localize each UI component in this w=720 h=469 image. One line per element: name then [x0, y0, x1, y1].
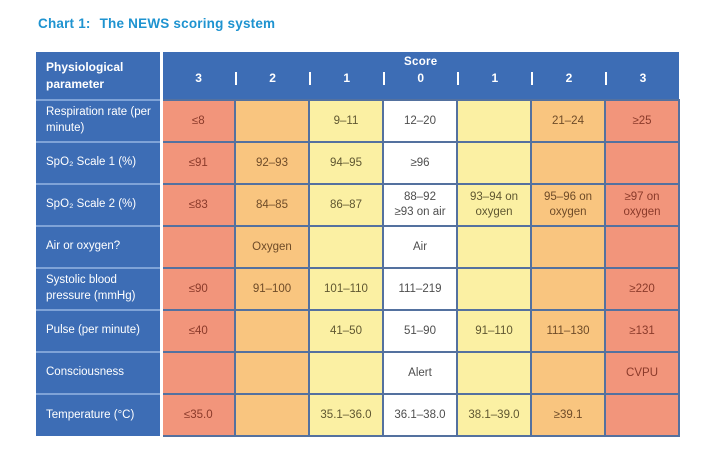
header-row: Physiological parameter Score 3 2 1 0 1 …: [36, 52, 680, 101]
tick-divider: [382, 71, 385, 85]
score-cell: 9–11: [308, 99, 384, 143]
score-cell: 21–24: [530, 99, 606, 143]
score-label: Score: [404, 56, 438, 68]
corner-header: Physiological parameter: [36, 52, 163, 101]
score-cell: [160, 225, 236, 269]
row-label: SpO₂ Scale 1 (%): [36, 142, 163, 185]
score-col-3-left: 3: [195, 71, 202, 85]
score-cell: [234, 351, 310, 395]
score-cell: [234, 309, 310, 353]
score-cell: Alert: [382, 351, 458, 395]
score-cell: [456, 225, 532, 269]
score-cell: 36.1–38.0: [382, 393, 458, 437]
score-cell: 84–85: [234, 183, 310, 227]
score-cell: ≤8: [160, 99, 236, 143]
table-row-spo2-scale-1: SpO₂ Scale 1 (%) ≤91 92–93 94–95 ≥96: [36, 141, 681, 185]
score-cell: Oxygen: [234, 225, 310, 269]
score-cell: ≥96: [382, 141, 458, 185]
news-scoring-table: Physiological parameter Score 3 2 1 0 1 …: [36, 52, 681, 437]
score-cell: [234, 99, 310, 143]
score-cell: [456, 99, 532, 143]
score-cell: Air: [382, 225, 458, 269]
table-row-temperature: Temperature (°C) ≤35.0 35.1–36.0 36.1–38…: [36, 393, 681, 437]
score-cell: [308, 351, 384, 395]
score-cell: [530, 141, 606, 185]
tick-divider: [308, 71, 311, 85]
score-cell: [603, 225, 681, 269]
row-label: Systolic blood pressure (mmHg): [36, 268, 163, 311]
score-cell: 88–92 ≥93 on air: [382, 183, 458, 227]
score-cell: 86–87: [308, 183, 384, 227]
tick-divider: [530, 71, 533, 85]
page-title: Chart 1: The NEWS scoring system: [38, 16, 275, 31]
score-cell: 111–219: [382, 267, 458, 311]
score-cell: ≤91: [160, 141, 236, 185]
tick-divider: [604, 71, 607, 85]
score-cell: 91–110: [456, 309, 532, 353]
score-cell: [456, 351, 532, 395]
score-cell: [234, 393, 310, 437]
score-col-1-right: 1: [491, 71, 499, 85]
score-cell: [603, 141, 681, 185]
score-cell: [530, 225, 606, 269]
score-cell: [308, 225, 384, 269]
score-cell: ≤90: [160, 267, 236, 311]
score-col-0: 0: [417, 71, 425, 85]
score-cell: ≤40: [160, 309, 236, 353]
table-row-pulse: Pulse (per minute) ≤40 41–50 51–90 91–11…: [36, 309, 681, 353]
table-row-systolic-bp: Systolic blood pressure (mmHg) ≤90 91–10…: [36, 267, 681, 311]
table-row-respiration-rate: Respiration rate (per minute) ≤8 9–11 12…: [36, 99, 681, 143]
score-cell: [530, 267, 606, 311]
score-cell: [160, 351, 236, 395]
score-cell: ≥220: [603, 267, 681, 311]
score-cell: [456, 141, 532, 185]
score-col-2-right: 2: [565, 71, 573, 85]
score-cell: 12–20: [382, 99, 458, 143]
row-label: Consciousness: [36, 352, 163, 395]
score-cell: CVPU: [603, 351, 681, 395]
row-label: Pulse (per minute): [36, 310, 163, 353]
score-cell: ≥39.1: [530, 393, 606, 437]
tick-divider: [456, 71, 459, 85]
score-col-2-left: 2: [269, 71, 276, 85]
tick-divider: [234, 71, 237, 85]
score-cell: 92–93: [234, 141, 310, 185]
score-cell: ≤83: [160, 183, 236, 227]
score-cell: 93–94 on oxygen: [456, 183, 532, 227]
score-cell: [530, 351, 606, 395]
table-row-spo2-scale-2: SpO₂ Scale 2 (%) ≤83 84–85 86–87 88–92 ≥…: [36, 183, 681, 227]
score-cell: 91–100: [234, 267, 310, 311]
row-label: Temperature (°C): [36, 394, 163, 436]
score-cell: ≥131: [603, 309, 681, 353]
score-cell: 51–90: [382, 309, 458, 353]
score-cell: 94–95: [308, 141, 384, 185]
score-cell: 101–110: [308, 267, 384, 311]
score-cell: ≥97 on oxygen: [603, 183, 681, 227]
score-cell: [456, 267, 532, 311]
row-label: Air or oxygen?: [36, 226, 163, 269]
score-cell: ≥25: [603, 99, 681, 143]
chart-number-label: Chart 1:: [38, 16, 91, 31]
score-col-3-right: 3: [639, 71, 647, 85]
chart-title-text: The NEWS scoring system: [99, 16, 276, 31]
row-label: Respiration rate (per minute): [36, 100, 163, 143]
score-cell: [603, 393, 681, 437]
score-cell: 95–96 on oxygen: [530, 183, 606, 227]
score-cell: ≤35.0: [160, 393, 236, 437]
score-header: Score 3 2 1 0 1 2 3: [161, 52, 680, 101]
score-cell: 35.1–36.0: [308, 393, 384, 437]
score-cell: 38.1–39.0: [456, 393, 532, 437]
score-column-numbers: 3 2 1 0 1 2 3: [163, 69, 680, 87]
table-row-consciousness: Consciousness Alert CVPU: [36, 351, 681, 395]
row-label: SpO₂ Scale 2 (%): [36, 184, 163, 227]
score-col-1-left: 1: [343, 71, 351, 85]
score-cell: 111–130: [530, 309, 606, 353]
score-cell: 41–50: [308, 309, 384, 353]
table-row-air-or-oxygen: Air or oxygen? Oxygen Air: [36, 225, 681, 269]
